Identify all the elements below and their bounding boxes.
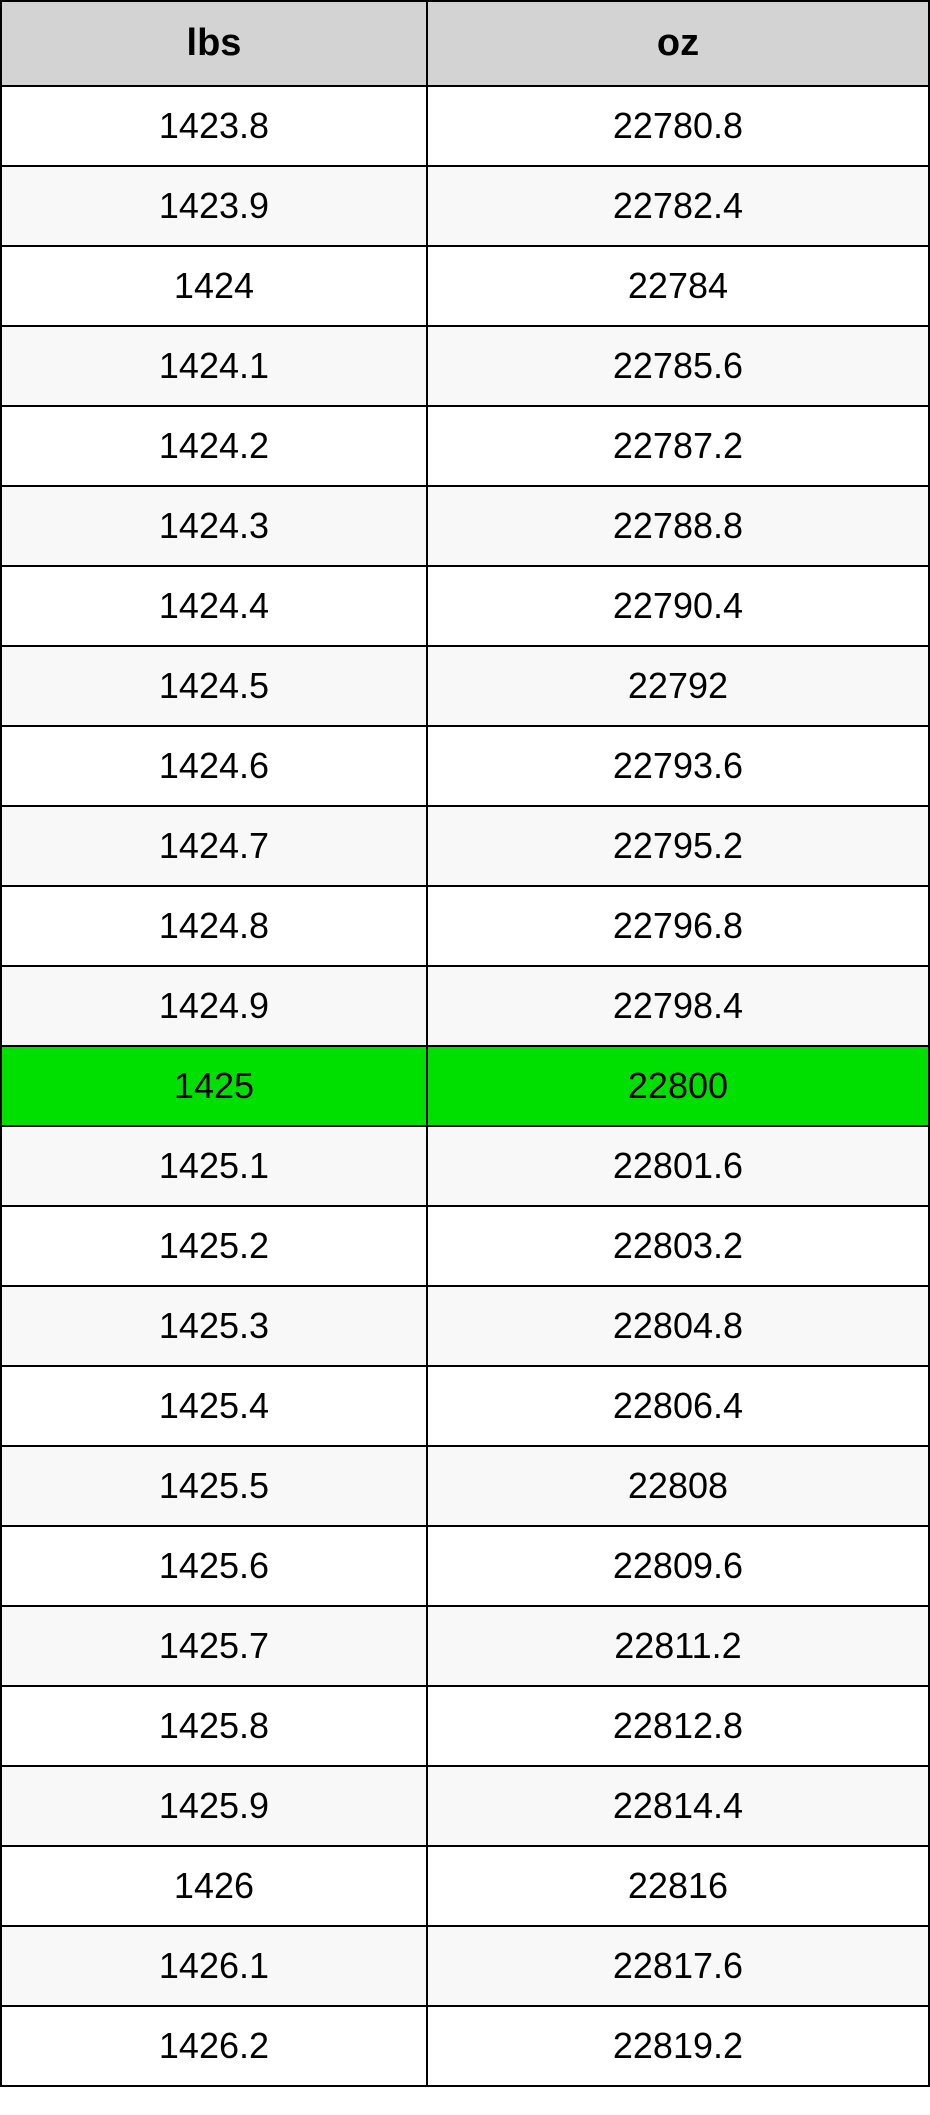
table-row: 1425.322804.8: [1, 1286, 929, 1366]
cell-oz: 22812.8: [427, 1686, 929, 1766]
table-body: 1423.822780.81423.922782.41424227841424.…: [1, 86, 929, 2086]
cell-oz: 22814.4: [427, 1766, 929, 1846]
cell-oz: 22801.6: [427, 1126, 929, 1206]
table-row: 1425.222803.2: [1, 1206, 929, 1286]
table-row: 1424.222787.2: [1, 406, 929, 486]
cell-lbs: 1425.8: [1, 1686, 427, 1766]
conversion-table: lbs oz 1423.822780.81423.922782.41424227…: [0, 0, 930, 2087]
cell-oz: 22808: [427, 1446, 929, 1526]
table-header-row: lbs oz: [1, 1, 929, 86]
cell-lbs: 1424.6: [1, 726, 427, 806]
cell-oz: 22780.8: [427, 86, 929, 166]
cell-lbs: 1426.1: [1, 1926, 427, 2006]
cell-oz: 22819.2: [427, 2006, 929, 2086]
cell-lbs: 1425.2: [1, 1206, 427, 1286]
cell-lbs: 1425.6: [1, 1526, 427, 1606]
table-row: 1426.122817.6: [1, 1926, 929, 2006]
cell-lbs: 1424.7: [1, 806, 427, 886]
cell-lbs: 1425.1: [1, 1126, 427, 1206]
table-row: 1424.722795.2: [1, 806, 929, 886]
cell-oz: 22790.4: [427, 566, 929, 646]
cell-lbs: 1425.3: [1, 1286, 427, 1366]
cell-oz: 22795.2: [427, 806, 929, 886]
table-row: 1424.922798.4: [1, 966, 929, 1046]
cell-lbs: 1424.9: [1, 966, 427, 1046]
table-row: 1424.322788.8: [1, 486, 929, 566]
cell-oz: 22787.2: [427, 406, 929, 486]
table-row: 1424.422790.4: [1, 566, 929, 646]
table-row: 1424.122785.6: [1, 326, 929, 406]
table-row: 1426.222819.2: [1, 2006, 929, 2086]
cell-lbs: 1425.5: [1, 1446, 427, 1526]
table-row: 1424.822796.8: [1, 886, 929, 966]
cell-oz: 22788.8: [427, 486, 929, 566]
cell-oz: 22785.6: [427, 326, 929, 406]
cell-oz: 22816: [427, 1846, 929, 1926]
cell-lbs: 1424.5: [1, 646, 427, 726]
cell-oz: 22796.8: [427, 886, 929, 966]
cell-oz: 22793.6: [427, 726, 929, 806]
table-row: 1425.422806.4: [1, 1366, 929, 1446]
table-row: 1423.922782.4: [1, 166, 929, 246]
cell-lbs: 1425.7: [1, 1606, 427, 1686]
cell-oz: 22792: [427, 646, 929, 726]
cell-lbs: 1426.2: [1, 2006, 427, 2086]
cell-oz: 22817.6: [427, 1926, 929, 2006]
cell-oz: 22803.2: [427, 1206, 929, 1286]
cell-oz: 22806.4: [427, 1366, 929, 1446]
cell-lbs: 1423.9: [1, 166, 427, 246]
cell-lbs: 1424.2: [1, 406, 427, 486]
table-row: 1424.522792: [1, 646, 929, 726]
table-row: 1424.622793.6: [1, 726, 929, 806]
table-row: 1425.122801.6: [1, 1126, 929, 1206]
cell-lbs: 1425: [1, 1046, 427, 1126]
table-row: 1425.622809.6: [1, 1526, 929, 1606]
table-row: 1425.522808: [1, 1446, 929, 1526]
cell-oz: 22782.4: [427, 166, 929, 246]
cell-lbs: 1424.4: [1, 566, 427, 646]
cell-oz: 22804.8: [427, 1286, 929, 1366]
table-row: 142622816: [1, 1846, 929, 1926]
cell-lbs: 1425.9: [1, 1766, 427, 1846]
table-row: 1423.822780.8: [1, 86, 929, 166]
cell-lbs: 1424: [1, 246, 427, 326]
cell-oz: 22809.6: [427, 1526, 929, 1606]
cell-oz: 22811.2: [427, 1606, 929, 1686]
cell-lbs: 1424.3: [1, 486, 427, 566]
table-row: 1425.922814.4: [1, 1766, 929, 1846]
cell-lbs: 1426: [1, 1846, 427, 1926]
cell-lbs: 1425.4: [1, 1366, 427, 1446]
cell-oz: 22798.4: [427, 966, 929, 1046]
header-oz: oz: [427, 1, 929, 86]
table-row: 1425.822812.8: [1, 1686, 929, 1766]
cell-oz: 22800: [427, 1046, 929, 1126]
cell-lbs: 1424.8: [1, 886, 427, 966]
table-row: 142422784: [1, 246, 929, 326]
header-lbs: lbs: [1, 1, 427, 86]
cell-oz: 22784: [427, 246, 929, 326]
table-row: 142522800: [1, 1046, 929, 1126]
cell-lbs: 1423.8: [1, 86, 427, 166]
cell-lbs: 1424.1: [1, 326, 427, 406]
table-row: 1425.722811.2: [1, 1606, 929, 1686]
